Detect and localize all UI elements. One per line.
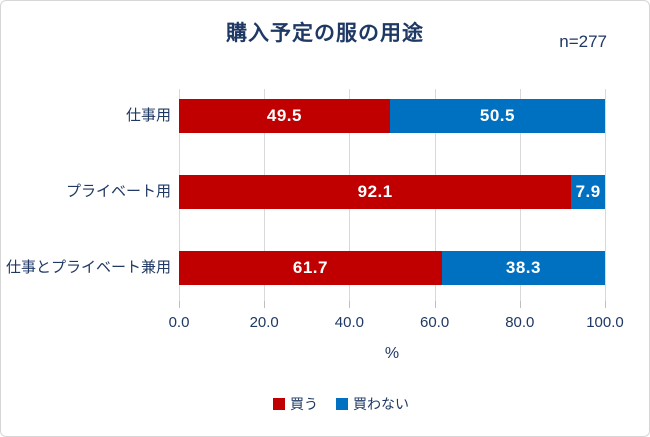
value-label: 38.3 bbox=[505, 258, 541, 277]
category-label: 仕事用 bbox=[125, 107, 171, 124]
bar-segment-買う: 61.7 bbox=[179, 251, 442, 285]
x-axis-title: % bbox=[384, 345, 400, 362]
x-tick-label: 20.0 bbox=[249, 314, 279, 331]
legend-item: 買う bbox=[273, 394, 318, 414]
value-label: 49.5 bbox=[266, 106, 302, 125]
legend-label: 買う bbox=[290, 396, 318, 412]
value-label: 50.5 bbox=[479, 106, 515, 125]
x-tick-mark bbox=[264, 301, 266, 308]
sample-size-label: n=277 bbox=[559, 32, 607, 51]
legend-swatch bbox=[336, 398, 348, 410]
x-tick-label: 0.0 bbox=[168, 314, 190, 331]
chart-title: 購入予定の服の用途 bbox=[226, 22, 424, 45]
x-tick-label: 100.0 bbox=[586, 314, 624, 331]
x-tick-mark bbox=[519, 301, 521, 308]
bar-segment-買わない: 38.3 bbox=[441, 251, 605, 285]
category-label: プライベート用 bbox=[65, 183, 171, 200]
category-label: 仕事とプライベート兼用 bbox=[5, 259, 171, 276]
legend-label: 買わない bbox=[353, 396, 409, 412]
x-tick-mark bbox=[434, 301, 436, 308]
legend-swatch bbox=[273, 398, 285, 410]
legend-item: 買わない bbox=[336, 394, 409, 414]
x-tick-mark bbox=[349, 301, 351, 308]
bar-row: 92.1 7.9 bbox=[179, 175, 605, 209]
value-label: 92.1 bbox=[357, 182, 393, 201]
x-tick-mark bbox=[179, 301, 180, 308]
legend: 買う 買わない bbox=[33, 394, 649, 414]
value-label: 7.9 bbox=[575, 182, 601, 201]
value-label: 61.7 bbox=[292, 258, 328, 277]
x-tick-mark bbox=[605, 301, 606, 308]
x-tick-label: 60.0 bbox=[419, 314, 450, 331]
bar-segment-買わない: 7.9 bbox=[571, 175, 605, 209]
bar-row: 49.5 50.5 bbox=[179, 99, 605, 133]
bar-row: 61.7 38.3 bbox=[179, 251, 605, 285]
x-tick-label: 80.0 bbox=[505, 314, 535, 331]
plot-area: 49.5 50.5 92.1 7.9 61.7 38.3 bbox=[179, 89, 606, 301]
x-tick-label: 40.0 bbox=[334, 314, 364, 331]
bar-segment-買わない: 50.5 bbox=[389, 99, 605, 133]
gridline bbox=[605, 89, 606, 301]
bar-segment-買う: 92.1 bbox=[179, 175, 572, 209]
bar-segment-買う: 49.5 bbox=[179, 99, 390, 133]
